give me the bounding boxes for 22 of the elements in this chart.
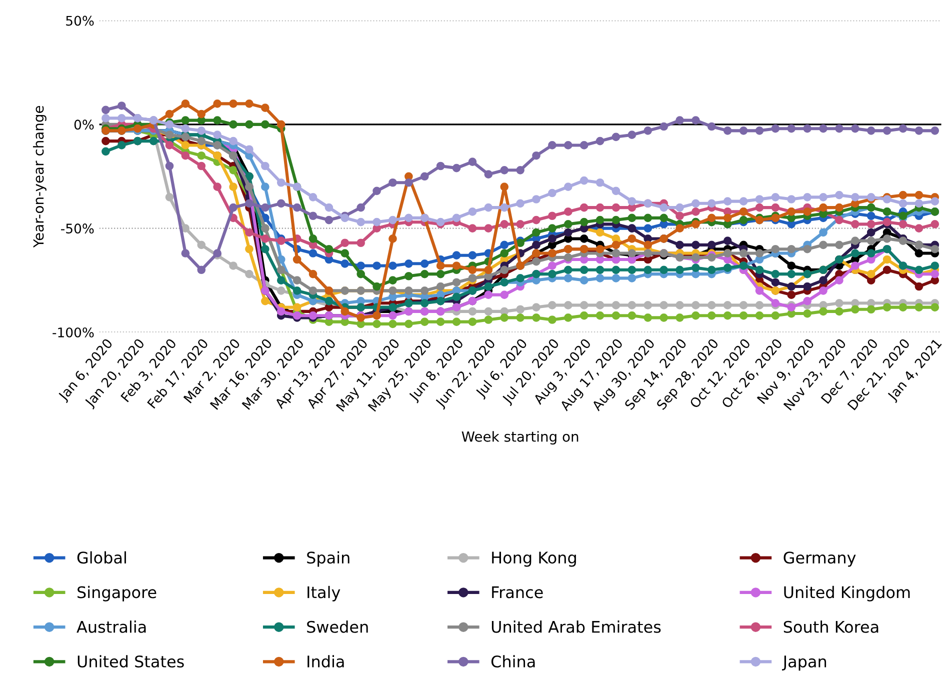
legend-label: South Korea	[784, 620, 878, 633]
legend-label: France	[492, 586, 543, 598]
legend-label: Australia	[76, 620, 146, 633]
legend-label: India	[308, 655, 344, 668]
legend-label: Japan	[782, 656, 826, 671]
legend-label: Singapore	[78, 586, 156, 602]
y-tick-label: 50%	[66, 16, 94, 26]
x-axis-title: Week starting on	[462, 431, 578, 445]
y-tick-label: -50%	[61, 224, 94, 234]
y-tick-label: -100%	[52, 327, 94, 338]
legend-label: Germany	[784, 552, 856, 567]
y-tick-label: 0%	[74, 120, 94, 130]
legend-label: United Arab Emirates	[492, 620, 661, 633]
legend-label: China	[491, 655, 535, 668]
legend-label: United States	[78, 655, 184, 668]
y-axis-title: Year-on-year change	[32, 106, 46, 248]
legend-label: Sweden	[307, 620, 368, 633]
legend-label: United Kingdom	[784, 586, 910, 602]
legend-label: Spain	[307, 551, 350, 567]
legend-label: Hong Kong	[492, 552, 576, 567]
legend-label: Italy	[308, 586, 340, 602]
legend-label: Global	[77, 551, 126, 564]
